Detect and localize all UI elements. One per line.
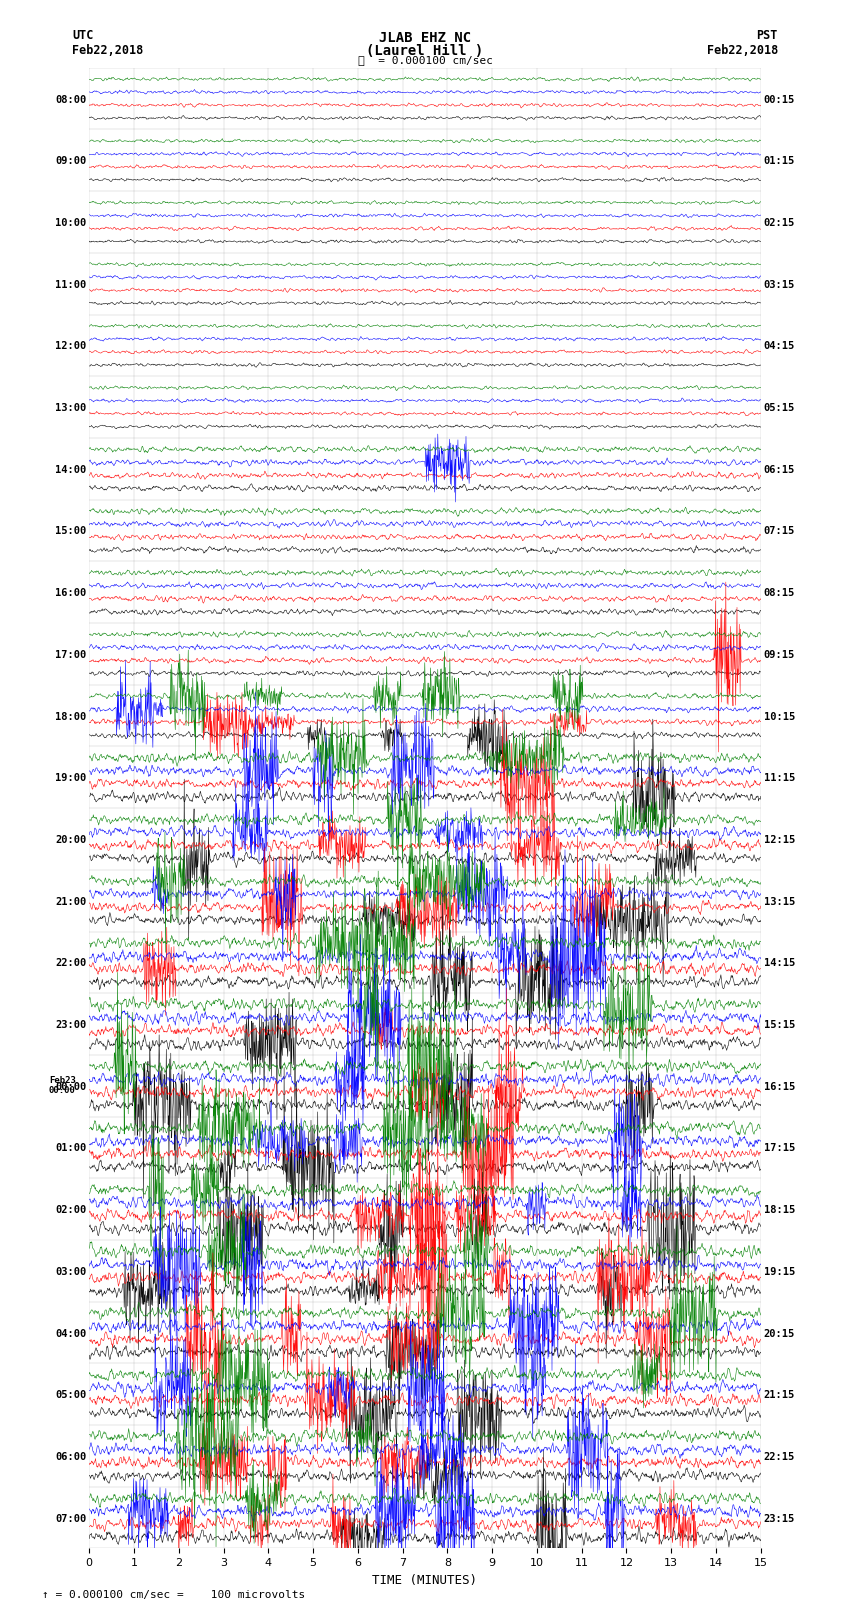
Text: UTC
Feb22,2018: UTC Feb22,2018 [72, 29, 144, 56]
Text: Feb23
00:00: Feb23 00:00 [49, 1076, 76, 1095]
Text: ⏐  = 0.000100 cm/sec: ⏐ = 0.000100 cm/sec [358, 55, 492, 65]
Text: ↑ = 0.000100 cm/sec =    100 microvolts: ↑ = 0.000100 cm/sec = 100 microvolts [42, 1590, 306, 1600]
Text: PST
Feb22,2018: PST Feb22,2018 [706, 29, 778, 56]
Text: (Laurel Hill ): (Laurel Hill ) [366, 44, 484, 58]
X-axis label: TIME (MINUTES): TIME (MINUTES) [372, 1574, 478, 1587]
Text: JLAB EHZ NC: JLAB EHZ NC [379, 31, 471, 45]
